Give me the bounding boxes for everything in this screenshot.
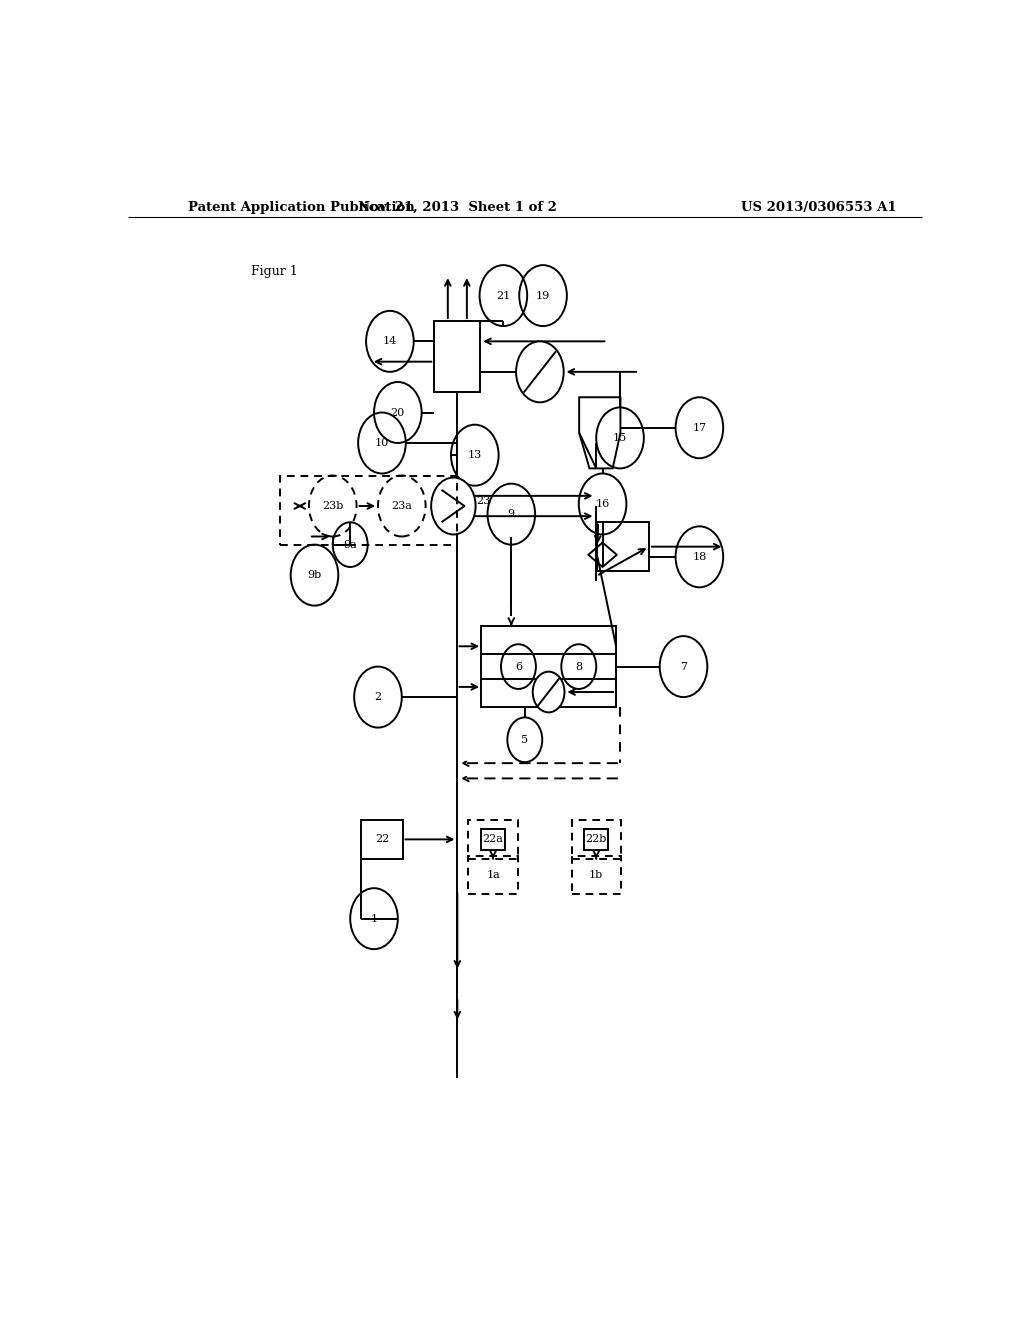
Text: 19: 19	[536, 290, 550, 301]
Text: 7: 7	[680, 661, 687, 672]
Bar	[434, 321, 480, 392]
Bar	[571, 820, 621, 859]
Text: Patent Application Publication: Patent Application Publication	[187, 201, 415, 214]
Bar	[597, 523, 649, 572]
Bar	[585, 829, 608, 850]
Text: Nov. 21, 2013  Sheet 1 of 2: Nov. 21, 2013 Sheet 1 of 2	[358, 201, 557, 214]
Text: 22: 22	[375, 834, 389, 845]
Text: 23a: 23a	[391, 502, 413, 511]
Text: 10: 10	[375, 438, 389, 447]
Text: 6: 6	[515, 661, 522, 672]
Text: 1: 1	[371, 913, 378, 924]
Text: 20: 20	[391, 408, 404, 417]
Text: 17: 17	[692, 422, 707, 433]
Text: 15: 15	[613, 433, 627, 444]
Text: 18: 18	[692, 552, 707, 562]
Text: 1a: 1a	[486, 870, 500, 880]
Text: 5: 5	[521, 735, 528, 744]
Text: 22b: 22b	[586, 834, 607, 845]
Text: 13: 13	[468, 450, 482, 461]
Bar	[361, 820, 402, 859]
Bar	[281, 475, 458, 545]
Text: 14: 14	[383, 337, 397, 346]
Text: 23: 23	[476, 496, 490, 506]
Text: 23b: 23b	[323, 502, 343, 511]
Text: 2: 2	[375, 692, 382, 702]
Bar	[481, 829, 505, 850]
Bar	[481, 626, 616, 708]
Text: 21: 21	[497, 290, 511, 301]
Circle shape	[431, 478, 475, 535]
Text: 9b: 9b	[307, 570, 322, 579]
Bar	[468, 820, 518, 859]
Bar	[468, 855, 518, 894]
Text: 8: 8	[575, 661, 583, 672]
Text: 9a: 9a	[343, 540, 357, 549]
Text: 22a: 22a	[482, 834, 504, 845]
Text: 16: 16	[595, 499, 609, 510]
Circle shape	[516, 342, 563, 403]
Text: Figur 1: Figur 1	[251, 265, 298, 279]
Text: US 2013/0306553 A1: US 2013/0306553 A1	[740, 201, 896, 214]
Bar	[571, 855, 621, 894]
Circle shape	[532, 672, 564, 713]
Text: 1b: 1b	[589, 870, 603, 880]
Text: 9: 9	[508, 510, 515, 519]
